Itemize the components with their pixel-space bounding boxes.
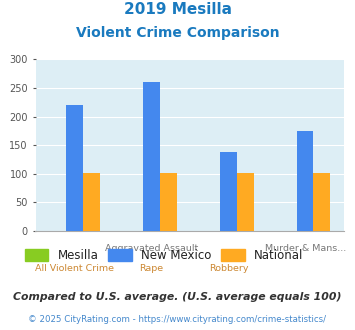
Text: Violent Crime Comparison: Violent Crime Comparison <box>76 26 279 40</box>
Text: Compared to U.S. average. (U.S. average equals 100): Compared to U.S. average. (U.S. average … <box>13 292 342 302</box>
Text: 2019 Mesilla: 2019 Mesilla <box>124 2 231 16</box>
Text: Aggravated Assault: Aggravated Assault <box>105 244 198 253</box>
Text: Murder & Mans...: Murder & Mans... <box>265 244 346 253</box>
Bar <box>66 105 83 231</box>
Legend: Mesilla, New Mexico, National: Mesilla, New Mexico, National <box>20 244 308 266</box>
Text: Rape: Rape <box>139 264 163 273</box>
Bar <box>143 82 160 231</box>
Bar <box>220 152 237 231</box>
Bar <box>296 131 313 231</box>
Bar <box>313 173 330 231</box>
Text: Robbery: Robbery <box>209 264 248 273</box>
Bar <box>160 173 177 231</box>
Text: © 2025 CityRating.com - https://www.cityrating.com/crime-statistics/: © 2025 CityRating.com - https://www.city… <box>28 315 327 324</box>
Bar <box>237 173 253 231</box>
Bar <box>83 173 100 231</box>
Text: All Violent Crime: All Violent Crime <box>34 264 114 273</box>
